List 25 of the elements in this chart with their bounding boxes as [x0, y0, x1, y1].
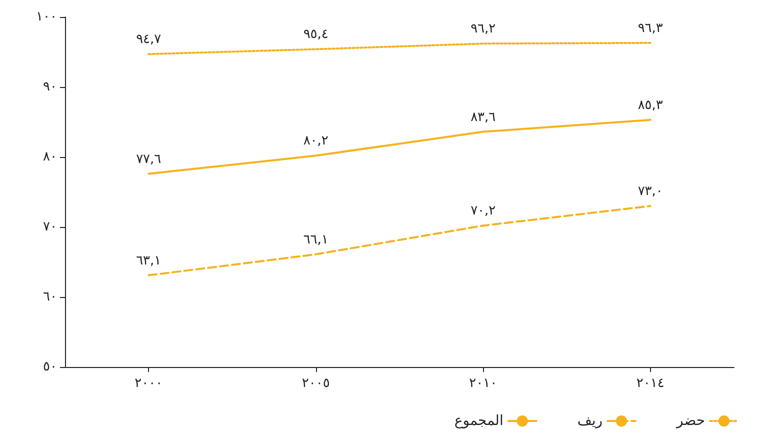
- x-tick-label: ٢٠١٠: [469, 376, 498, 391]
- y-tick-label: ٧٠: [43, 220, 57, 234]
- data-label: ٧٠,٢: [470, 204, 496, 219]
- data-label: ٨٣,٦: [470, 110, 496, 125]
- y-tick-label: ٥٠: [43, 360, 57, 374]
- data-label: ٧٧,٦: [136, 152, 162, 167]
- legend-label: حضر: [675, 413, 705, 429]
- data-label: ٩٦,٣: [638, 20, 663, 36]
- legend-label: المجموع: [454, 413, 504, 429]
- y-tick-label: ٦٠: [43, 290, 57, 304]
- data-label: ٦٣,١: [136, 253, 162, 268]
- x-tick-label: ٢٠٠٥: [302, 376, 330, 391]
- data-label: ٩٥,٤: [303, 27, 328, 42]
- x-tick-label: ٢٠٠٠: [134, 376, 163, 391]
- y-tick-label: ١٠٠: [36, 10, 57, 24]
- data-label: ٨٥,٣: [638, 98, 663, 113]
- x-tick-label: ٢٠١٤: [636, 376, 664, 391]
- y-tick-label: ٩٠: [43, 80, 57, 94]
- legend-label: ريف: [577, 413, 602, 429]
- data-label: ٩٦,٢: [470, 22, 496, 37]
- y-tick-label: ٨٠: [43, 150, 57, 164]
- data-label: ٨٠,٢: [303, 134, 328, 149]
- data-label: ٧٣,٠: [638, 184, 663, 199]
- data-label: ٩٤,٧: [136, 32, 162, 48]
- data-label: ٦٦,١: [303, 232, 328, 248]
